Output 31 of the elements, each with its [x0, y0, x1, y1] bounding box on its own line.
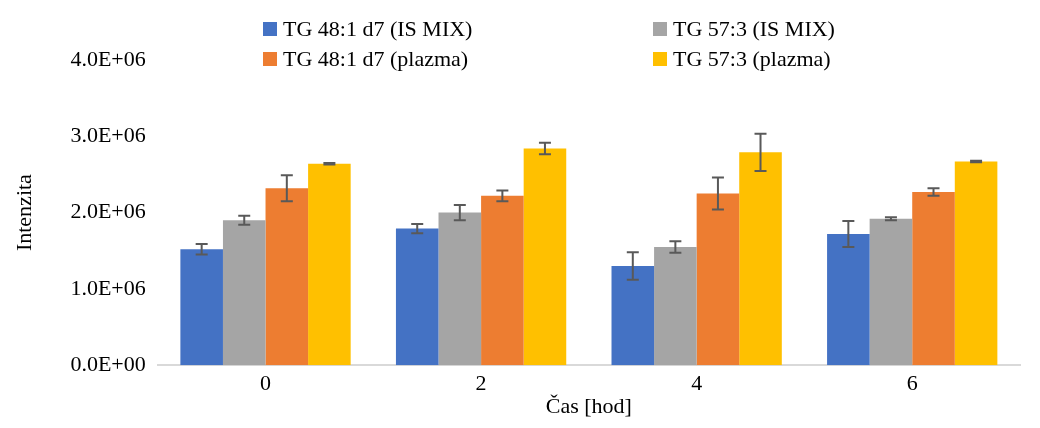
bar	[523, 148, 567, 366]
x-tick-label: 0	[260, 370, 272, 396]
bar	[308, 163, 351, 366]
bar	[395, 228, 439, 366]
x-tick-label: 6	[906, 370, 918, 396]
bar	[222, 220, 266, 366]
legend-label: TG 57:3 (plazma)	[673, 46, 831, 72]
y-tick-label: 3.0E+06	[70, 122, 146, 148]
bar	[438, 212, 482, 366]
bar	[265, 188, 309, 366]
bar	[611, 266, 655, 366]
bar	[180, 249, 223, 366]
y-tick-label: 1.0E+06	[70, 274, 146, 300]
bar	[739, 152, 782, 366]
x-tick-label: 2	[475, 370, 487, 396]
bar	[912, 192, 955, 366]
y-tick-label: 0.0E+00	[70, 350, 146, 376]
legend-label: TG 48:1 d7 (IS MIX)	[283, 16, 473, 42]
y-axis-title: Intenzita	[10, 173, 36, 252]
bar	[827, 233, 870, 366]
y-tick-label: 4.0E+06	[70, 45, 146, 71]
y-tick-label: 2.0E+06	[70, 198, 146, 224]
bar	[954, 161, 998, 366]
legend-label: TG 48:1 d7 (plazma)	[283, 46, 469, 72]
x-axis-title: Čas [hod]	[545, 392, 632, 418]
bar	[869, 218, 913, 366]
legend-label: TG 57:3 (IS MIX)	[673, 16, 835, 42]
bar	[696, 193, 740, 366]
bar	[654, 246, 697, 366]
x-tick-label: 4	[691, 370, 703, 396]
bar	[481, 195, 524, 366]
